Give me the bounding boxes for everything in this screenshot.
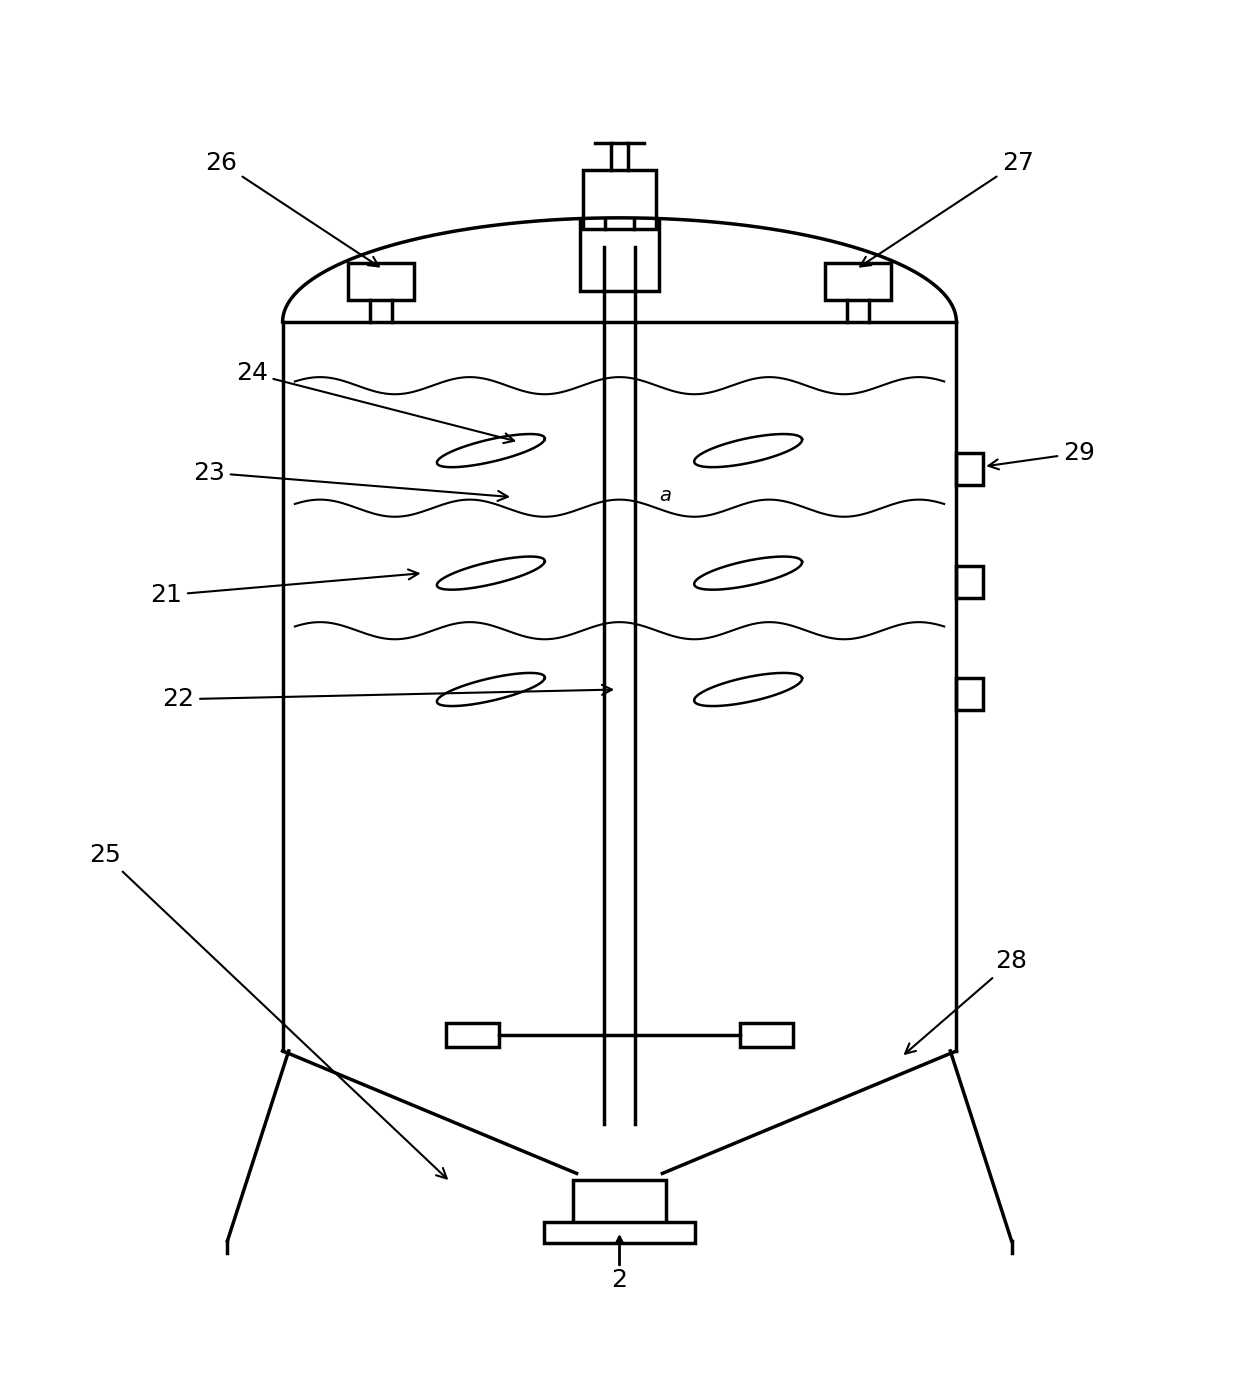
Bar <box>957 678 984 710</box>
Text: 27: 27 <box>860 150 1033 266</box>
Text: 29: 29 <box>989 441 1095 469</box>
Bar <box>580 219 659 291</box>
Bar <box>957 454 984 485</box>
Text: 23: 23 <box>193 461 508 501</box>
Text: 21: 21 <box>150 570 419 607</box>
Text: 25: 25 <box>89 843 447 1179</box>
Bar <box>582 170 657 229</box>
Bar <box>572 1179 667 1226</box>
Text: 22: 22 <box>162 685 612 712</box>
Bar <box>740 1023 793 1047</box>
Bar <box>544 1222 695 1244</box>
Text: 2: 2 <box>612 1269 627 1292</box>
Bar <box>347 263 414 299</box>
Text: 28: 28 <box>906 950 1027 1054</box>
Text: 26: 26 <box>206 150 379 266</box>
Bar <box>957 565 984 597</box>
Bar <box>446 1023 499 1047</box>
Text: 24: 24 <box>235 361 514 443</box>
Bar <box>825 263 892 299</box>
Text: a: a <box>659 487 670 506</box>
